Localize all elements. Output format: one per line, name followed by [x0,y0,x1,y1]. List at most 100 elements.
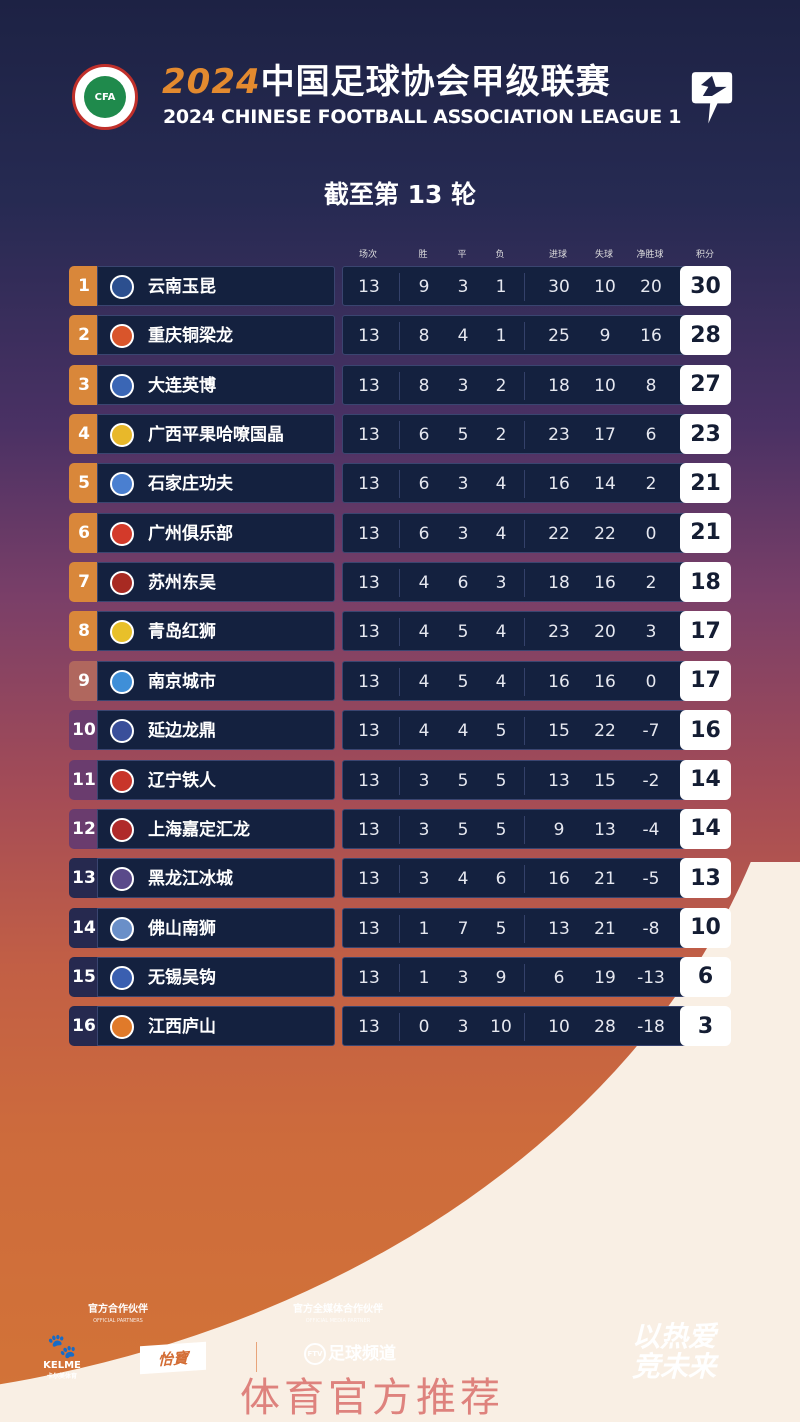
team-panel: 苏州东吴 [97,562,335,603]
stat-d: 5 [457,770,469,791]
table-row: 6 广州俱乐部 13 6 3 4 22 22 0 21 [69,512,731,553]
stat-l: 4 [495,474,507,495]
stat-ga: 15 [594,770,616,791]
team-name: 广州俱乐部 [148,523,233,544]
rank-badge: 13 [69,858,99,899]
stat-d: 7 [457,918,469,939]
table-row: 16 江西庐山 13 0 3 10 10 28 -18 3 [69,1006,731,1047]
divider [524,667,525,696]
stat-l: 5 [495,819,507,840]
column-header: 胜 [418,250,428,260]
team-name: 辽宁铁人 [148,770,216,791]
stat-gf: 30 [548,277,570,297]
header: CFA 2024中国足球协会甲级联赛 2024 CHINESE FOOTBALL… [0,60,800,140]
rank-badge: 7 [69,562,99,603]
divider [524,766,525,795]
points: 21 [680,512,731,553]
stat-w: 3 [418,819,430,840]
team-name: 苏州东吴 [148,573,216,594]
stat-gd: 20 [640,277,662,297]
yibao-logo: 怡寶 [140,1341,206,1375]
stat-gf: 18 [548,573,570,594]
stats-panel: 13 3 4 6 16 21 -5 [342,858,687,899]
slogan: 以热爱 竞未来 [632,1320,717,1383]
stat-gd: -4 [642,819,660,840]
table-row: 7 苏州东吴 13 4 6 3 18 16 2 18 [69,562,731,603]
stat-d: 6 [457,573,469,594]
divider [524,421,525,450]
rank-badge: 3 [69,364,99,405]
rank-badge: 4 [69,414,99,455]
watermark: 体育官方推荐 [240,1375,504,1421]
rank-badge: 12 [69,808,99,849]
team-panel: 云南玉昆 [97,266,335,306]
stat-played: 13 [358,425,380,446]
rank-badge: 1 [69,266,99,306]
column-header: 负 [495,250,505,260]
team-name: 南京城市 [148,671,216,692]
stat-gd: -8 [642,918,660,939]
divider [399,1013,400,1042]
stat-gf: 23 [548,622,570,643]
stat-gf: 13 [548,770,570,791]
stat-played: 13 [358,967,380,988]
stat-l: 4 [495,523,507,544]
stats-panel: 13 6 5 2 23 17 6 [342,414,687,455]
stat-l: 3 [495,573,507,594]
stat-played: 13 [358,326,380,347]
team-logo-icon [110,867,134,892]
team-name: 无锡吴钩 [148,967,216,988]
divider [399,963,400,992]
divider [399,569,400,598]
team-logo-icon [110,669,134,694]
table-row: 14 佛山南狮 13 1 7 5 13 21 -8 10 [69,907,731,948]
team-name: 重庆铜梁龙 [148,326,233,347]
divider [524,322,525,351]
rank-badge: 5 [69,463,99,504]
stat-gd: -2 [642,770,660,791]
stat-gd: 3 [645,622,657,643]
stats-panel: 13 4 4 5 15 22 -7 [342,710,687,751]
points: 14 [680,759,731,800]
divider [399,865,400,894]
rank-badge: 2 [69,315,99,356]
divider [524,618,525,647]
stat-ga: 10 [594,375,616,396]
divider [524,569,525,598]
divider [399,717,400,746]
stat-l: 9 [495,967,507,988]
stat-d: 3 [457,474,469,495]
stat-played: 13 [358,869,380,890]
table-row: 13 黑龙江冰城 13 3 4 6 16 21 -5 13 [69,858,731,899]
stat-played: 13 [358,474,380,495]
divider [524,519,525,548]
points: 17 [680,660,731,701]
divider [399,667,400,696]
team-logo-icon [110,768,134,793]
divider [524,717,525,746]
points: 6 [680,956,731,997]
column-header: 场次 [358,250,378,260]
stat-w: 0 [418,1017,430,1038]
title-cn: 2024中国足球协会甲级联赛 [162,62,611,102]
team-panel: 延边龙鼎 [97,710,335,751]
rank-badge: 9 [69,660,99,701]
table-row: 1 云南玉昆 13 9 3 1 30 10 20 30 [69,266,731,306]
round-label: 截至第 13 轮 [323,180,477,209]
stat-d: 5 [457,671,469,692]
points: 23 [680,414,731,455]
divider [524,470,525,499]
points: 10 [680,907,731,948]
stat-w: 9 [418,277,430,297]
stat-w: 6 [418,523,430,544]
divider [399,618,400,647]
stat-gd: 6 [645,425,657,446]
team-name: 佛山南狮 [148,918,216,939]
divider [524,815,525,844]
divider [524,963,525,992]
divider [524,914,525,943]
stat-gf: 13 [548,918,570,939]
stat-w: 1 [418,918,430,939]
stat-gf: 25 [548,326,570,347]
divider [399,815,400,844]
